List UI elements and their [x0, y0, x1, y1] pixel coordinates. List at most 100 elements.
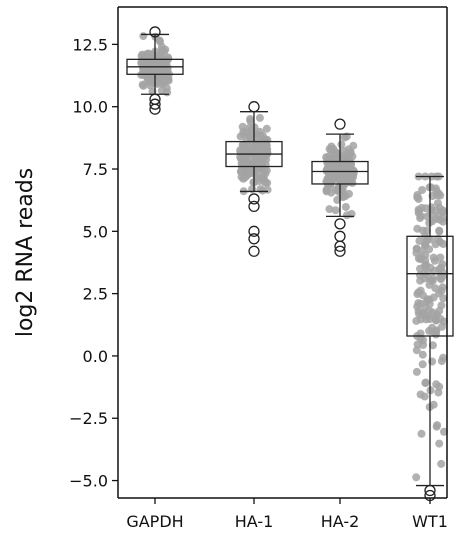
- outlier-marker: [424, 484, 436, 497]
- data-point: [436, 253, 445, 262]
- outlier-marker: [149, 93, 161, 105]
- data-point: [420, 392, 429, 401]
- x-tick-label: WT1: [412, 512, 448, 531]
- data-point: [340, 133, 349, 142]
- data-point: [437, 459, 446, 468]
- data-point: [438, 268, 447, 277]
- data-point: [437, 357, 446, 366]
- data-point: [349, 168, 358, 177]
- data-point: [140, 53, 149, 62]
- outlier-marker: [248, 193, 260, 205]
- data-point: [325, 145, 334, 153]
- data-point: [331, 206, 340, 215]
- data-point: [323, 185, 331, 194]
- data-point: [431, 284, 440, 293]
- data-point: [156, 37, 164, 46]
- data-point: [431, 240, 440, 249]
- data-point: [158, 45, 167, 54]
- data-point: [413, 193, 422, 202]
- data-point: [427, 183, 435, 192]
- data-point: [427, 203, 436, 212]
- data-point: [142, 71, 151, 80]
- outlier-marker: [334, 240, 346, 252]
- y-axis-label: log2 RNA reads: [13, 168, 38, 337]
- data-point: [414, 307, 423, 316]
- outlier-marker: [149, 98, 161, 110]
- data-point: [429, 253, 438, 262]
- data-point: [414, 207, 423, 216]
- data-point: [245, 131, 254, 140]
- data-point: [325, 205, 334, 214]
- data-point: [428, 341, 437, 350]
- data-point: [421, 379, 430, 388]
- data-point: [262, 144, 271, 153]
- y-tick-label: 0.0: [83, 347, 108, 366]
- axes-layer: [117, 6, 448, 499]
- ticks-layer: 12.5 10.0 7.5 5.0 2.5 0.0 −2.5 −5.0 GAPDH HA-1 HA-…: [69, 35, 448, 531]
- data-point: [437, 275, 446, 284]
- data-point: [428, 357, 437, 366]
- data-point: [241, 169, 250, 178]
- y-tick-label: 2.5: [83, 285, 108, 304]
- data-point: [418, 186, 427, 194]
- data-point: [258, 186, 267, 195]
- outlier-marker: [334, 118, 346, 130]
- data-point: [439, 317, 448, 326]
- data-point: [412, 367, 421, 376]
- data-point: [429, 400, 438, 409]
- data-point: [440, 427, 448, 436]
- data-point: [415, 236, 424, 245]
- y-tick-label: −5.0: [69, 472, 108, 491]
- data-point: [263, 179, 272, 187]
- outlier-marker: [248, 200, 260, 213]
- data-point: [324, 168, 333, 177]
- data-point: [435, 439, 444, 448]
- boxes-layer: [126, 26, 454, 502]
- data-point: [423, 235, 432, 244]
- data-point: [255, 113, 264, 122]
- data-point: [437, 301, 446, 310]
- x-tick-label: GAPDH: [126, 512, 183, 531]
- y-tick-label: 7.5: [83, 160, 108, 179]
- data-point: [341, 192, 350, 201]
- data-point: [422, 315, 431, 324]
- data-point: [416, 255, 425, 264]
- data-points-layer: [137, 32, 448, 482]
- data-point: [425, 274, 434, 283]
- data-point: [262, 166, 271, 175]
- data-point: [425, 219, 434, 227]
- y-tick-label: 12.5: [72, 35, 108, 54]
- outlier-marker: [149, 26, 161, 38]
- data-point: [139, 64, 147, 73]
- outlier-marker: [334, 230, 346, 242]
- data-point: [423, 212, 432, 221]
- outlier-marker: [334, 245, 346, 257]
- data-point: [349, 141, 358, 150]
- data-point: [412, 473, 421, 482]
- data-point: [439, 208, 448, 217]
- data-point: [435, 382, 444, 391]
- data-point: [418, 360, 427, 369]
- data-point: [238, 122, 247, 131]
- data-point: [437, 286, 446, 295]
- data-point: [431, 316, 440, 324]
- data-point: [237, 163, 246, 172]
- y-tick-label: −2.5: [69, 409, 108, 428]
- data-point: [342, 211, 351, 220]
- data-point: [439, 294, 448, 303]
- data-point: [157, 58, 166, 66]
- data-point: [438, 213, 447, 222]
- data-point: [346, 160, 355, 169]
- outlier-marker: [248, 245, 260, 257]
- data-point: [255, 127, 264, 136]
- data-point: [158, 80, 167, 88]
- data-point: [341, 203, 350, 211]
- y-tick-label: 5.0: [83, 222, 108, 241]
- x-tick-label: HA-1: [235, 512, 274, 531]
- box-iqr: [311, 160, 369, 185]
- data-point: [262, 124, 271, 133]
- outlier-marker: [334, 218, 346, 230]
- data-point: [428, 327, 437, 336]
- data-point: [237, 154, 245, 163]
